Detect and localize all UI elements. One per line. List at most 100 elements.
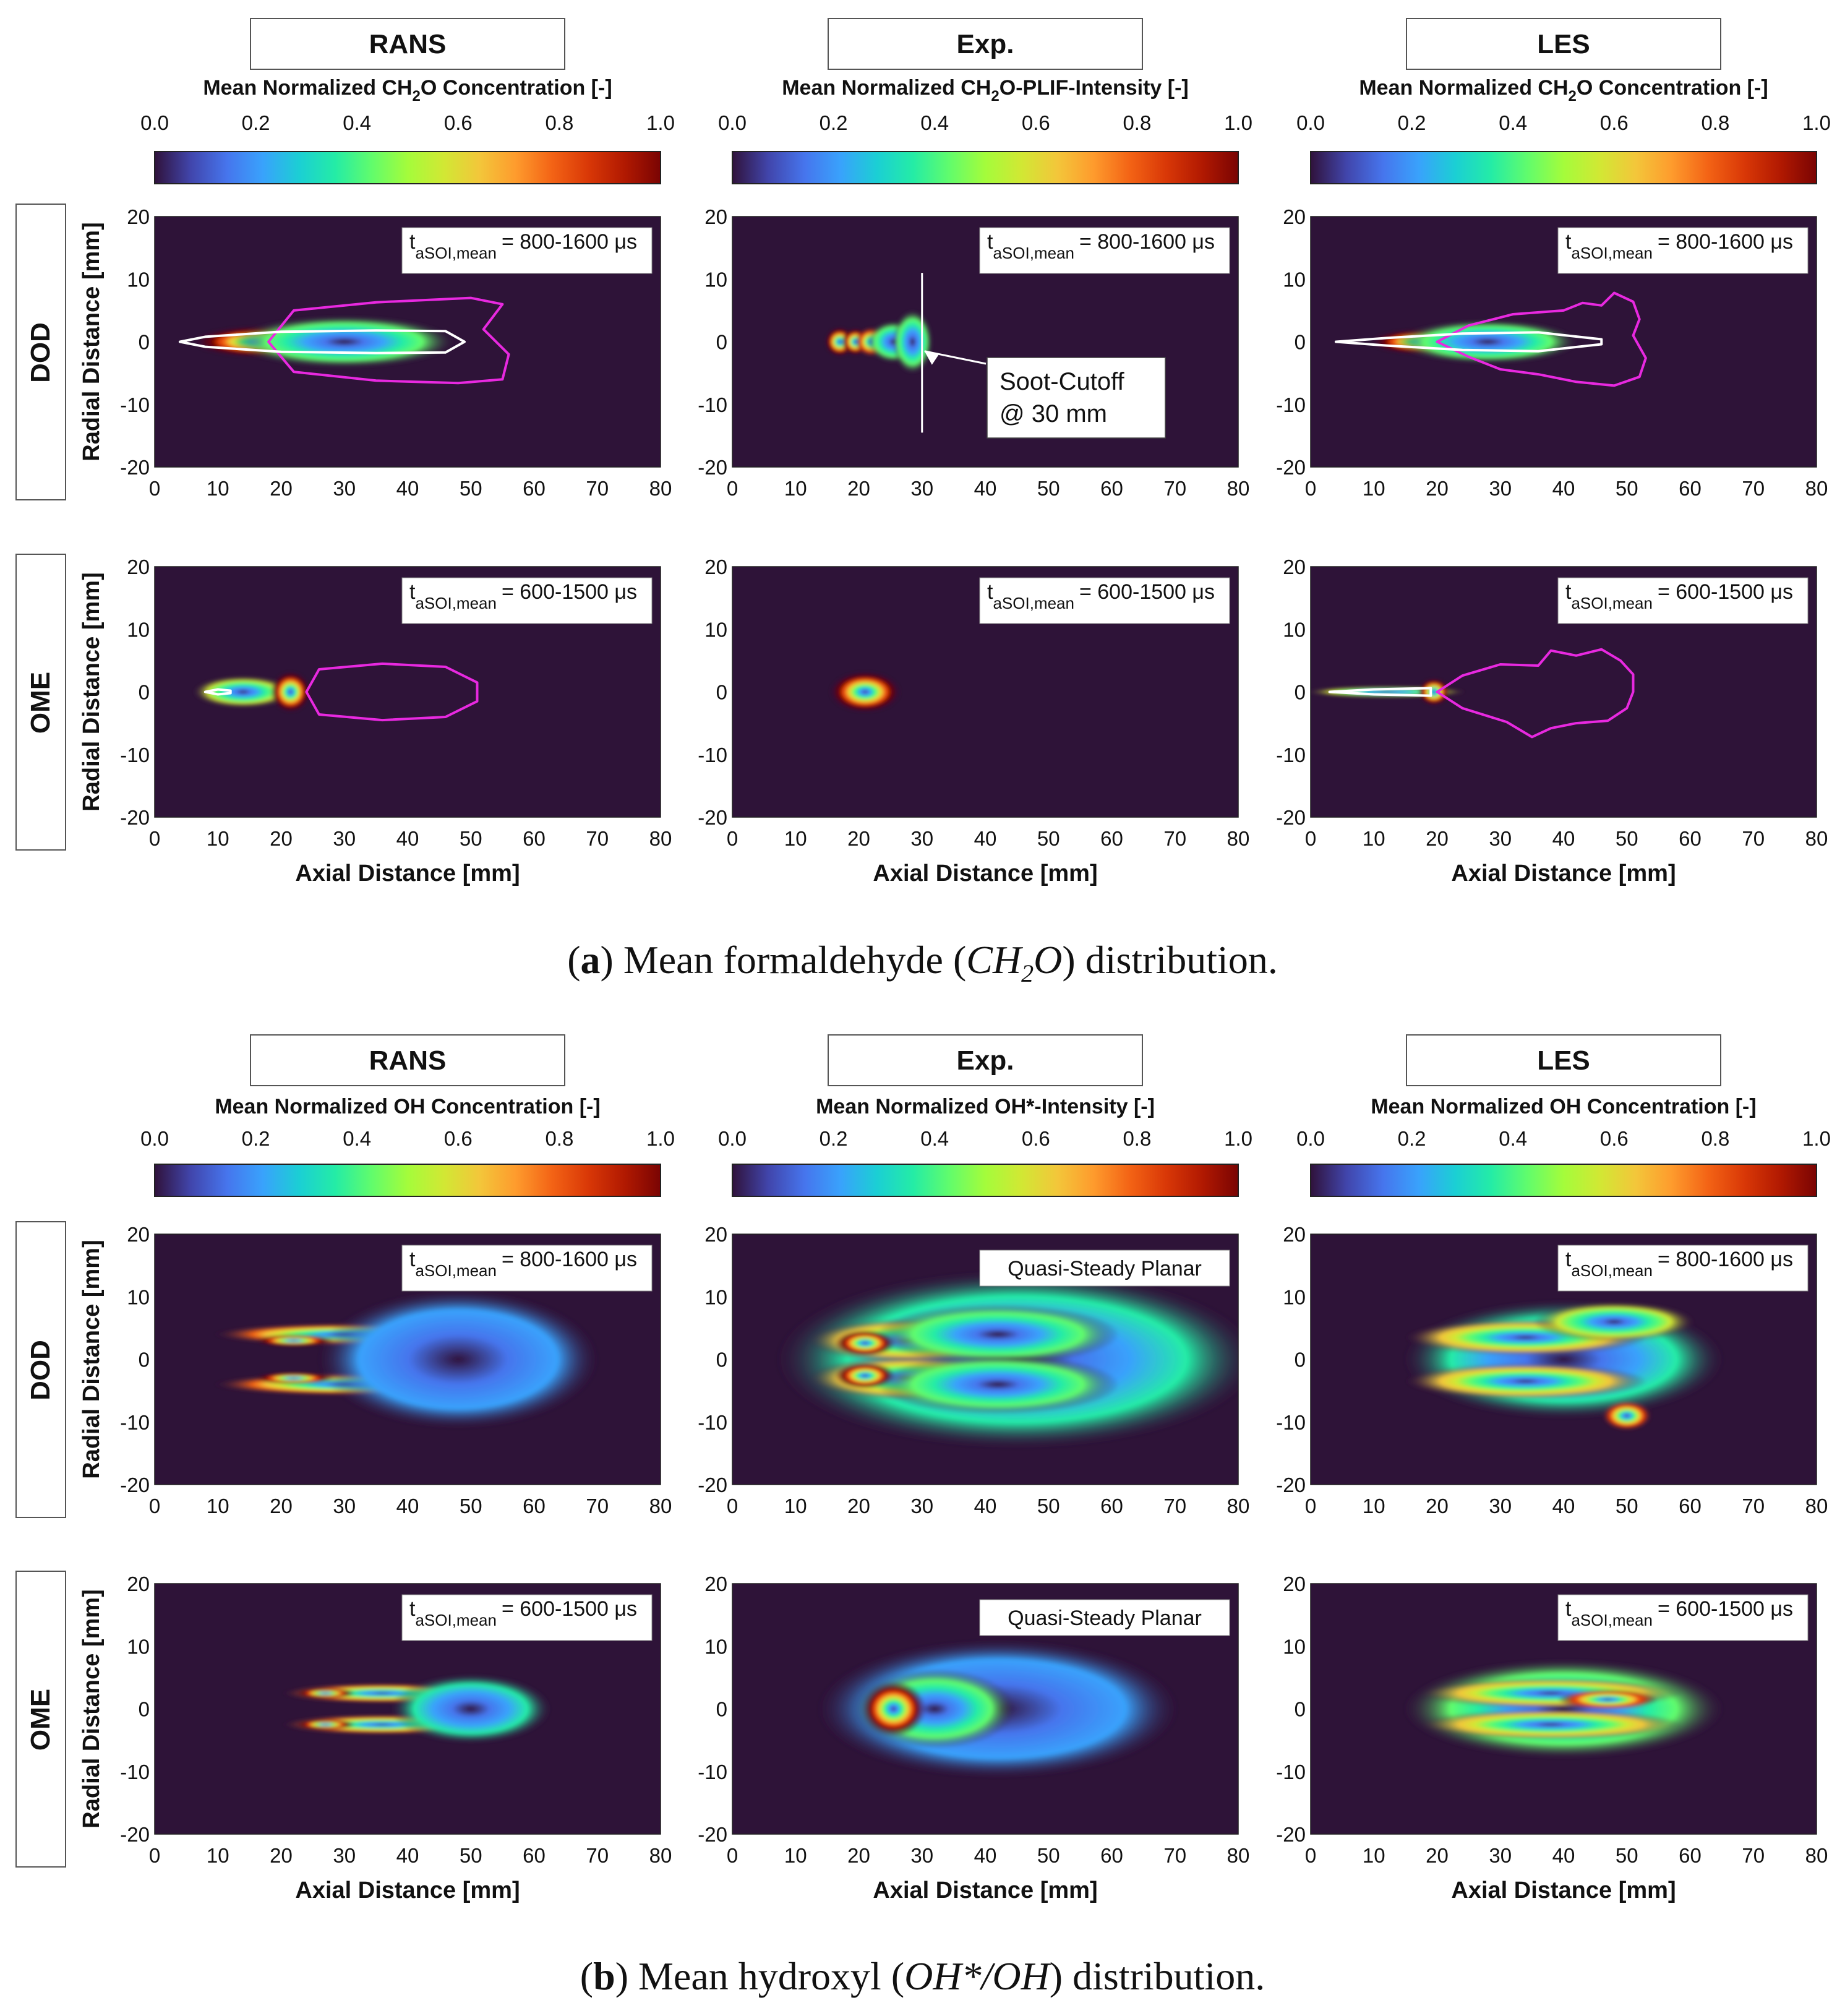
column-title-box <box>1406 1034 1721 1086</box>
x-tick-label: 30 <box>910 827 933 850</box>
time-label-t: t <box>1565 1248 1572 1271</box>
x-tick-label: 80 <box>1227 1495 1250 1517</box>
time-label-t: t <box>1565 1597 1572 1621</box>
x-tick-label: 0 <box>727 477 738 500</box>
time-label-t: t <box>409 580 416 604</box>
time-label-value: = 600-1500 μs <box>1658 580 1793 604</box>
y-axis-label: Radial Distance [mm] <box>79 572 105 811</box>
x-tick-label: 10 <box>784 477 807 500</box>
x-tick-label: 80 <box>1227 477 1250 500</box>
plot-field <box>1402 1658 1726 1759</box>
x-tick-label: 30 <box>910 1495 933 1517</box>
time-label-value: = 800-1600 μs <box>1658 1248 1793 1271</box>
colorbar-tick-label: 1.0 <box>646 111 675 134</box>
y-tick-label: -10 <box>698 744 727 766</box>
row-label: DOD <box>25 322 56 383</box>
x-tick-label: 80 <box>1227 827 1250 850</box>
colorbar-title: Mean Normalized CH2O Concentration [-] <box>1359 76 1768 105</box>
y-tick-label: 10 <box>127 1285 150 1308</box>
y-tick-label: 20 <box>704 1572 727 1595</box>
x-tick-label: 40 <box>974 477 997 500</box>
colorbar-tick-label: 0.0 <box>718 111 747 134</box>
x-tick-label: 10 <box>784 1495 807 1517</box>
colorbar-tick-label: 0.0 <box>140 111 169 134</box>
contour-magenta <box>1436 648 1635 739</box>
y-tick-label: -20 <box>698 806 727 829</box>
colorbar-tick-label: 1.0 <box>646 1127 675 1150</box>
time-label-value: = 600-1500 μs <box>1079 580 1215 604</box>
y-tick-label: 0 <box>139 1698 150 1721</box>
x-tick-label: 70 <box>586 1844 609 1867</box>
colorbar-tick-label: 0.6 <box>1022 111 1050 134</box>
column-title: Exp. <box>957 1045 1014 1076</box>
y-axis-label: Radial Distance [mm] <box>79 1240 105 1478</box>
colorbar-tick-label: 0.6 <box>1600 111 1629 134</box>
x-tick-label: 40 <box>396 827 419 850</box>
intensity-blob <box>294 1688 356 1699</box>
plot-frame <box>154 1233 661 1485</box>
plot-frame <box>1310 1233 1817 1485</box>
time-label-value: = 800-1600 μs <box>502 230 637 254</box>
time-label: taSOI,mean = 800-1600 μs <box>987 230 1215 262</box>
intensity-blob <box>390 1673 552 1744</box>
intensity-blob <box>253 1372 335 1384</box>
y-tick-label: 20 <box>127 1572 150 1595</box>
y-tick-label: 0 <box>1295 681 1306 704</box>
x-tick-label: 70 <box>586 827 609 850</box>
time-label-value: = 800-1600 μs <box>1658 230 1793 254</box>
time-label-sub: aSOI,mean <box>993 244 1074 262</box>
time-label-t: t <box>1565 580 1572 604</box>
plot-ome-rans: taSOI,mean = 600-1500 μs 0 10 20 30 40 50 60 70 80… <box>79 555 672 886</box>
x-tick-label: 0 <box>1305 827 1316 850</box>
intensity-blob <box>1419 1709 1683 1740</box>
time-label-box <box>401 1594 653 1641</box>
colorbar-tick-label: 0.2 <box>1398 1127 1426 1150</box>
x-tick-label: 0 <box>149 1495 160 1517</box>
y-tick-label: 0 <box>716 681 727 704</box>
x-tick-label: 60 <box>523 1844 546 1867</box>
y-tick-label: -20 <box>1276 806 1306 829</box>
planar-label: Quasi-Steady Planar <box>1008 1257 1202 1280</box>
time-label-box <box>1557 1245 1809 1292</box>
colorbar-title: Mean Normalized CH2O Concentration [-] <box>203 76 612 105</box>
x-tick-label: 50 <box>460 477 482 500</box>
x-tick-label: 30 <box>1489 477 1512 500</box>
plot-dod-exp: taSOI,mean = 800-1600 μs Soot-Cutoff @ 30 m… <box>698 205 1249 500</box>
y-tick-label: -20 <box>1276 456 1306 479</box>
intensity-blob <box>270 671 311 713</box>
x-axis-label: Axial Distance [mm] <box>295 1877 520 1903</box>
soot-cutoff-text: Soot-Cutoff <box>1000 368 1124 395</box>
y-tick-label: -20 <box>120 1473 150 1496</box>
time-label-t: t <box>1565 230 1572 254</box>
colorbar-title-sub: 2 <box>413 88 421 105</box>
plot-ome-exp: taSOI,mean = 600-1500 μs 0 10 20 30 40 50 60 70 80… <box>698 555 1249 886</box>
colorbar <box>732 151 1239 184</box>
plot-frame <box>732 1583 1239 1835</box>
colorbar-tick-label: 0.2 <box>242 1127 270 1150</box>
x-tick-label: 0 <box>1305 1495 1316 1517</box>
colorbar-title: Mean Normalized OH Concentration [-] <box>1371 1095 1756 1118</box>
time-label-box <box>979 577 1230 624</box>
time-label-value: = 600-1500 μs <box>1658 1597 1793 1621</box>
column-title: RANS <box>369 29 447 59</box>
y-tick-label: 0 <box>1295 1698 1306 1721</box>
colorbar-tick-label: 0.4 <box>920 1127 949 1150</box>
plot-frame <box>1310 566 1817 818</box>
contour-white <box>178 329 466 354</box>
y-axis-label: Radial Distance [mm] <box>79 1589 105 1828</box>
plot-frame <box>1310 216 1817 468</box>
plot-field <box>191 315 456 368</box>
y-tick-label: -20 <box>698 1473 727 1496</box>
colorbar-tick-label: 0.8 <box>1123 1127 1151 1150</box>
planar-label-box <box>979 1250 1230 1287</box>
plot-dod-les: taSOI,mean = 800-1600 μs 0 10 20 30 40 50 60 70 80… <box>1276 205 1828 500</box>
x-tick-label: 40 <box>974 1844 997 1867</box>
x-tick-label: 0 <box>149 827 160 850</box>
y-tick-label: 0 <box>716 1698 727 1721</box>
x-tick-label: 50 <box>1616 1844 1638 1867</box>
time-label-t: t <box>987 230 993 254</box>
colorbar-title-part: O-PLIF-Intensity [-] <box>1000 76 1189 100</box>
time-label: taSOI,mean = 600-1500 μs <box>987 580 1215 612</box>
x-tick-label: 70 <box>586 477 609 500</box>
y-tick-label: 10 <box>1283 618 1306 641</box>
